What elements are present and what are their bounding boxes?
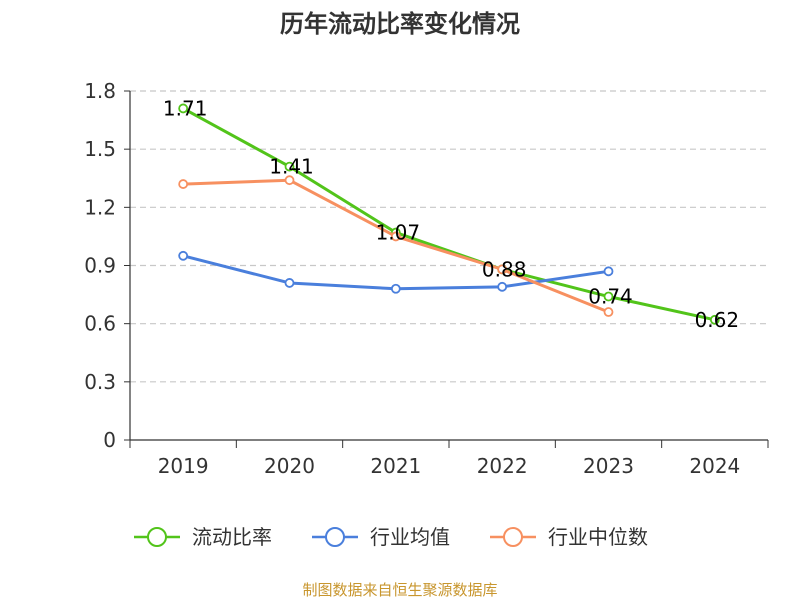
data-label: 1.71 (163, 96, 208, 120)
legend-label: 流动比率 (192, 525, 272, 549)
legend-item[interactable]: 行业中位数 (490, 525, 648, 549)
grid-lines (130, 90, 768, 383)
y-tick-label: 0.3 (84, 370, 116, 394)
x-tick-label: 2022 (477, 454, 528, 478)
data-point (178, 179, 189, 189)
legend-marker (325, 527, 345, 547)
data-point (603, 291, 614, 302)
data-point (603, 307, 614, 317)
y-tick-label: 1.5 (84, 137, 116, 161)
data-point (284, 278, 295, 288)
series-line (182, 254, 609, 291)
x-tick-label: 2020 (264, 454, 315, 478)
y-tick-label: 1.2 (84, 195, 116, 219)
chart-title: 历年流动比率变化情况 (280, 10, 520, 38)
data-point (178, 250, 189, 261)
legend-marker (503, 527, 523, 547)
data-label: 1.41 (269, 155, 314, 179)
data-label: 1.07 (376, 221, 421, 245)
data-labels: 1.71 1.41 1.07 0.88 0.74 0.62 (163, 96, 739, 331)
data-point (709, 314, 720, 325)
axes: 0 0.3 0.6 0.9 1.2 1.5 1.8 2019 2020 2021 2022 2023 2… (84, 79, 769, 478)
y-tick-label: 0 (103, 428, 116, 452)
data-label: 0.88 (482, 257, 527, 281)
y-tick-label: 0.6 (84, 312, 116, 336)
series-line (182, 107, 716, 322)
data-point (390, 283, 401, 294)
legend-label: 行业中位数 (548, 525, 648, 549)
legend-item[interactable]: 流动比率 (134, 525, 272, 549)
legend-item[interactable]: 行业均值 (312, 525, 450, 549)
source-note: 制图数据来自恒生聚源数据库 (302, 581, 497, 599)
x-tick-label: 2021 (370, 454, 421, 478)
data-point (497, 264, 508, 275)
data-point (390, 231, 401, 242)
y-tick-label: 1.8 (84, 79, 116, 103)
legend-label: 行业均值 (370, 525, 450, 549)
data-point (284, 175, 295, 186)
data-label: 0.74 (588, 285, 633, 309)
legend-marker (147, 527, 167, 547)
data-point (178, 103, 189, 114)
legend[interactable]: 流动比率 行业均值 行业中位数 (134, 525, 648, 549)
x-tick-label: 2023 (583, 454, 634, 478)
x-tick-label: 2024 (689, 454, 740, 478)
data-label: 0.62 (695, 308, 740, 332)
x-tick-label: 2019 (158, 454, 209, 478)
data-point (497, 281, 508, 292)
data-point (284, 161, 295, 172)
y-tick-label: 0.9 (84, 254, 116, 278)
series-lines (178, 103, 720, 325)
data-point (603, 266, 614, 277)
